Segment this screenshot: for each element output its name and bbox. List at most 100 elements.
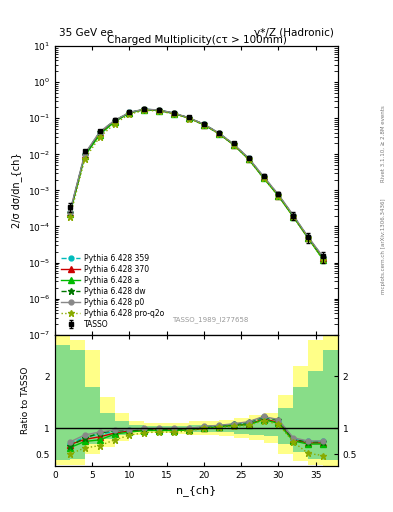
Pythia 6.428 370	[276, 193, 281, 199]
Pythia 6.428 dw	[127, 110, 132, 116]
Pythia 6.428 p0	[261, 173, 266, 179]
Pythia 6.428 370	[97, 131, 102, 137]
Pythia 6.428 a	[246, 156, 251, 162]
Pythia 6.428 a	[157, 108, 162, 114]
Pythia 6.428 359	[321, 254, 325, 261]
Pythia 6.428 p0	[231, 141, 236, 147]
Text: 35 GeV ee: 35 GeV ee	[59, 28, 113, 38]
Pythia 6.428 359	[276, 192, 281, 198]
Pythia 6.428 pro-q2o	[68, 214, 72, 220]
Line: Pythia 6.428 370: Pythia 6.428 370	[67, 106, 326, 261]
Pythia 6.428 370	[261, 174, 266, 180]
Pythia 6.428 p0	[83, 151, 87, 157]
Pythia 6.428 359	[187, 115, 191, 121]
Pythia 6.428 359	[217, 130, 221, 136]
Pythia 6.428 370	[68, 210, 72, 216]
Pythia 6.428 370	[231, 142, 236, 148]
Pythia 6.428 359	[127, 110, 132, 116]
Pythia 6.428 370	[291, 214, 296, 220]
Pythia 6.428 dw	[261, 174, 266, 180]
Pythia 6.428 370	[83, 152, 87, 158]
Title: Charged Multiplicity(cτ > 100mm): Charged Multiplicity(cτ > 100mm)	[107, 35, 286, 45]
Pythia 6.428 a	[187, 115, 191, 121]
Line: Pythia 6.428 pro-q2o: Pythia 6.428 pro-q2o	[66, 107, 327, 263]
Pythia 6.428 dw	[83, 152, 87, 158]
Pythia 6.428 pro-q2o	[172, 111, 176, 117]
Pythia 6.428 a	[321, 257, 325, 263]
Pythia 6.428 p0	[112, 117, 117, 123]
Pythia 6.428 359	[97, 130, 102, 136]
Pythia 6.428 a	[306, 235, 310, 241]
Pythia 6.428 370	[127, 110, 132, 116]
Pythia 6.428 pro-q2o	[97, 134, 102, 140]
Pythia 6.428 359	[231, 141, 236, 147]
Pythia 6.428 359	[142, 106, 147, 112]
Pythia 6.428 370	[246, 156, 251, 162]
Pythia 6.428 370	[202, 121, 206, 127]
Pythia 6.428 pro-q2o	[276, 193, 281, 199]
Pythia 6.428 p0	[321, 253, 325, 260]
Pythia 6.428 dw	[306, 234, 310, 241]
Y-axis label: Ratio to TASSO: Ratio to TASSO	[21, 367, 30, 434]
Pythia 6.428 dw	[321, 255, 325, 261]
Pythia 6.428 p0	[187, 115, 191, 121]
Pythia 6.428 370	[187, 115, 191, 121]
Pythia 6.428 a	[97, 132, 102, 138]
Text: mcplots.cern.ch [arXiv:1306.3436]: mcplots.cern.ch [arXiv:1306.3436]	[381, 198, 386, 293]
Pythia 6.428 pro-q2o	[127, 111, 132, 117]
Pythia 6.428 a	[276, 193, 281, 199]
Pythia 6.428 dw	[142, 106, 147, 112]
Pythia 6.428 359	[261, 174, 266, 180]
Pythia 6.428 pro-q2o	[142, 108, 147, 114]
Pythia 6.428 p0	[172, 110, 176, 116]
Pythia 6.428 359	[291, 212, 296, 219]
Pythia 6.428 359	[112, 118, 117, 124]
Y-axis label: 2/σ dσ/dn_{ch}: 2/σ dσ/dn_{ch}	[11, 153, 22, 228]
Pythia 6.428 a	[112, 119, 117, 125]
Pythia 6.428 359	[172, 110, 176, 116]
Pythia 6.428 359	[157, 107, 162, 113]
Pythia 6.428 a	[142, 106, 147, 113]
Line: Pythia 6.428 p0: Pythia 6.428 p0	[68, 106, 325, 259]
Pythia 6.428 370	[112, 118, 117, 124]
Pythia 6.428 dw	[172, 110, 176, 116]
Pythia 6.428 dw	[97, 129, 102, 135]
X-axis label: n_{ch}: n_{ch}	[176, 485, 217, 496]
Pythia 6.428 dw	[231, 141, 236, 147]
Pythia 6.428 370	[217, 131, 221, 137]
Pythia 6.428 pro-q2o	[261, 175, 266, 181]
Text: Rivet 3.1.10, ≥ 2.8M events: Rivet 3.1.10, ≥ 2.8M events	[381, 105, 386, 182]
Pythia 6.428 370	[321, 255, 325, 262]
Pythia 6.428 pro-q2o	[306, 235, 310, 241]
Pythia 6.428 dw	[68, 210, 72, 217]
Pythia 6.428 p0	[217, 130, 221, 136]
Pythia 6.428 a	[217, 131, 221, 137]
Pythia 6.428 a	[291, 214, 296, 220]
Pythia 6.428 p0	[291, 212, 296, 218]
Pythia 6.428 dw	[112, 118, 117, 124]
Pythia 6.428 dw	[291, 213, 296, 219]
Legend: Pythia 6.428 359, Pythia 6.428 370, Pythia 6.428 a, Pythia 6.428 dw, Pythia 6.42: Pythia 6.428 359, Pythia 6.428 370, Pyth…	[59, 252, 167, 331]
Pythia 6.428 a	[231, 142, 236, 148]
Line: Pythia 6.428 dw: Pythia 6.428 dw	[66, 106, 327, 261]
Pythia 6.428 pro-q2o	[187, 116, 191, 122]
Pythia 6.428 a	[83, 153, 87, 159]
Pythia 6.428 359	[68, 209, 72, 215]
Line: Pythia 6.428 a: Pythia 6.428 a	[67, 107, 326, 263]
Pythia 6.428 dw	[246, 156, 251, 162]
Pythia 6.428 p0	[276, 191, 281, 198]
Pythia 6.428 pro-q2o	[157, 108, 162, 114]
Pythia 6.428 a	[127, 110, 132, 116]
Pythia 6.428 p0	[246, 155, 251, 161]
Pythia 6.428 pro-q2o	[217, 131, 221, 137]
Pythia 6.428 dw	[276, 192, 281, 198]
Pythia 6.428 pro-q2o	[291, 214, 296, 220]
Pythia 6.428 p0	[127, 109, 132, 115]
Pythia 6.428 dw	[187, 115, 191, 121]
Text: TASSO_1989_I277658: TASSO_1989_I277658	[173, 316, 249, 323]
Pythia 6.428 p0	[142, 106, 147, 112]
Pythia 6.428 p0	[97, 129, 102, 135]
Pythia 6.428 359	[83, 151, 87, 157]
Pythia 6.428 pro-q2o	[202, 122, 206, 128]
Pythia 6.428 370	[306, 235, 310, 241]
